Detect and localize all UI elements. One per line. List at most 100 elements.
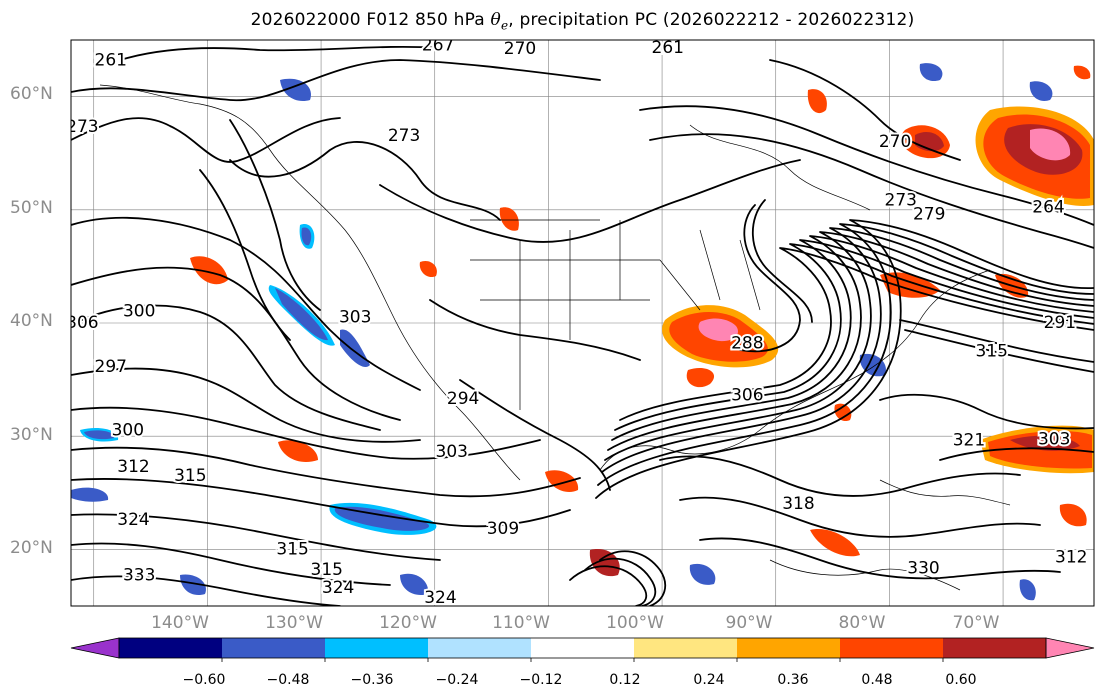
precip-fill-negative	[84, 430, 115, 440]
contour-label: 273	[388, 126, 420, 146]
colorbar-tick-label: 0.12	[609, 672, 641, 688]
contour-line	[119, 45, 441, 61]
contour-label: 267	[422, 36, 454, 56]
title-prefix: 2026022000 F012 850 hPa	[250, 10, 491, 30]
contour-line	[614, 243, 1094, 431]
colorbar-tick-label: −0.60	[182, 672, 226, 688]
contour-label: 324	[117, 510, 149, 530]
colorbar-segment	[119, 638, 222, 658]
colorbar-segment	[531, 638, 634, 658]
map-frame	[70, 39, 1095, 607]
precip-fill-positive	[686, 367, 715, 388]
contour-line	[899, 319, 1094, 363]
coastline	[769, 559, 961, 591]
contour-line	[904, 329, 1094, 373]
contour-line	[599, 550, 667, 606]
contour-label: 321	[953, 431, 985, 451]
contour-label: 333	[123, 565, 155, 585]
precip-fill-positive	[589, 549, 620, 577]
precip-fill-positive	[545, 470, 579, 492]
precip-fill-positive	[810, 529, 860, 557]
contour-label: 315	[975, 341, 1007, 361]
colorbar-segment	[634, 638, 737, 658]
colorbar	[70, 637, 1095, 662]
precip-fill-negative	[1019, 579, 1036, 601]
title-suffix: , precipitation PC (2026022212 - 2026022…	[508, 10, 915, 30]
precip-fill-positive	[807, 89, 827, 114]
colorbar-frame	[118, 637, 1047, 659]
contour-label: 279	[913, 204, 945, 224]
precip-fill-negative	[1029, 81, 1053, 101]
colorbar-segment	[840, 638, 943, 658]
contour-label: 309	[487, 519, 519, 539]
contour-line	[459, 379, 611, 491]
contour-line	[71, 304, 381, 431]
precip-fill-positive	[1059, 503, 1087, 527]
contour-line	[71, 266, 401, 421]
contour-label: 300	[123, 302, 155, 322]
contour-line	[71, 117, 341, 163]
precip-fill-negative	[180, 574, 206, 596]
precip-fill-positive	[834, 403, 852, 422]
contour-label: 315	[174, 466, 206, 486]
contour-line	[601, 227, 1094, 473]
contour-label: 297	[95, 357, 127, 377]
contour-line	[71, 406, 541, 460]
colorbar-extend-high	[1045, 637, 1095, 659]
lat-label-20n: 20°N	[10, 538, 53, 558]
contour-line	[71, 59, 601, 102]
precip-fill-negative	[334, 506, 430, 531]
lat-label-50n: 50°N	[10, 198, 53, 218]
contour-line	[229, 119, 321, 311]
contour-line	[607, 235, 1094, 451]
lon-label-110w: 110°W	[492, 613, 550, 633]
colorbar-segment	[325, 638, 428, 658]
contour-label: 264	[1032, 198, 1064, 218]
contour-line	[699, 537, 1061, 580]
coastline	[599, 269, 991, 471]
title-theta-symbol: θ	[490, 10, 501, 30]
contour-line	[569, 565, 648, 606]
contour-label: 312	[117, 457, 149, 477]
colorbar-tick-label: 0.24	[693, 672, 725, 688]
contour-label: 270	[504, 39, 536, 59]
contour-line	[595, 219, 1094, 499]
contour-label: 315	[311, 560, 343, 580]
precip-fill-positive	[1010, 435, 1080, 451]
contour-line	[619, 247, 1094, 421]
contour-line	[199, 169, 291, 341]
contour-line	[769, 59, 961, 161]
colorbar-tick-label: −0.24	[435, 672, 479, 688]
contour-label: 315	[276, 539, 308, 559]
precip-fill-positive	[1030, 128, 1071, 161]
contour-line	[71, 513, 441, 561]
lat-label-60n: 60°N	[10, 84, 53, 104]
colorbar-tick-label: 0.48	[861, 672, 893, 688]
precip-fill-positive	[1073, 65, 1091, 80]
contour-label: 306	[66, 313, 98, 333]
contour-line	[639, 105, 1094, 226]
colorbar-tick-label: −0.12	[519, 672, 563, 688]
precip-fill-layer	[71, 63, 1094, 601]
coastline	[689, 124, 871, 211]
colorbar-segment	[222, 638, 325, 658]
contour-line	[71, 367, 421, 443]
contour-label: 294	[447, 389, 479, 409]
colorbar-tick-label: 0.36	[777, 672, 809, 688]
coastlines-borders	[99, 84, 1011, 591]
contour-label: 303	[436, 442, 468, 462]
coastline	[99, 84, 521, 481]
contour-line	[939, 447, 1094, 461]
colorbar-extend-low	[70, 637, 120, 659]
lon-label-140w: 140°W	[151, 613, 209, 633]
contour-line	[879, 393, 1094, 430]
precip-fill-negative	[400, 573, 429, 596]
precip-fill-positive	[278, 440, 318, 462]
contour-label: 303	[339, 307, 371, 327]
precip-fill-negative	[71, 487, 109, 502]
contour-label: 324	[424, 588, 456, 608]
contour-line	[584, 557, 657, 606]
coastline	[879, 479, 1011, 506]
lat-label-30n: 30°N	[10, 425, 53, 445]
